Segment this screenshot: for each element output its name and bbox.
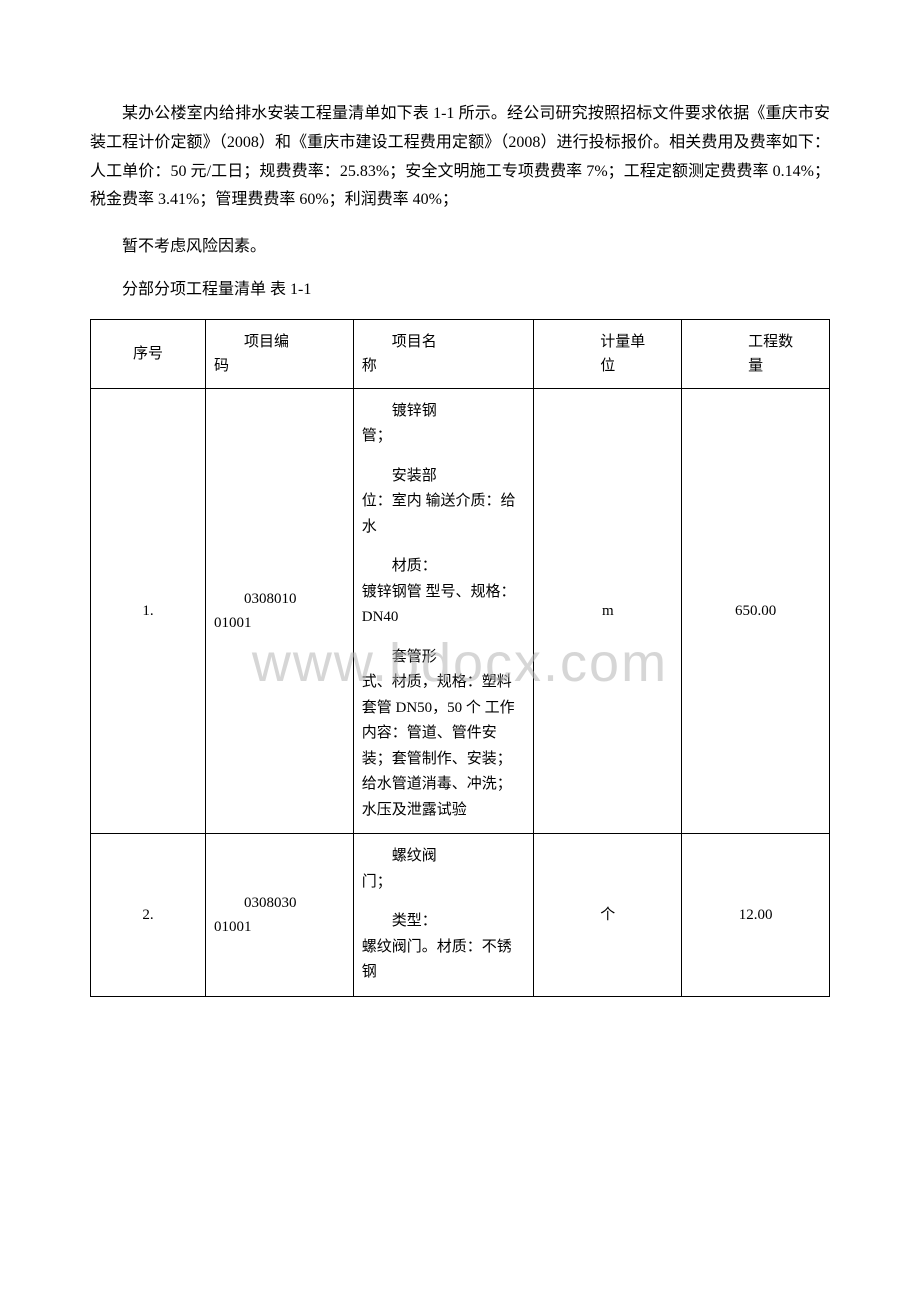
name-b3-l1: 材质： <box>392 558 437 574</box>
name-b3-l2: 镀锌钢管 型号、规格：DN40 <box>362 584 516 626</box>
cell-seq: 2. <box>91 834 206 997</box>
cell-code-l1: 0308030 <box>244 895 297 911</box>
name-b4-l2: 式、材质，规格：塑料套管 DN50，50 个 工作内容：管道、管件安装；套管制作… <box>362 674 515 818</box>
cell-code-l1: 0308010 <box>244 591 297 607</box>
cell-name: 螺纹阀 门； 类型： 螺纹阀门。材质：不锈钢 <box>353 834 534 997</box>
cell-qty: 650.00 <box>682 388 830 834</box>
name-b1-l2: 门； <box>362 874 392 890</box>
table-header-row: 序号 项目编 码 项目名 称 计量单 位 工程数 量 <box>91 319 830 388</box>
name-b2-l2: 位：室内 输送介质：给水 <box>362 493 516 535</box>
name-b2-l1: 安装部 <box>392 468 437 484</box>
intro-paragraph-1: 某办公楼室内给排水安装工程量清单如下表 1-1 所示。经公司研究按照招标文件要求… <box>90 100 830 215</box>
table-row: 1. 0308010 01001 镀锌钢 管； 安装部 位：室内 输送介质：给水… <box>91 388 830 834</box>
cell-name: 镀锌钢 管； 安装部 位：室内 输送介质：给水 材质： 镀锌钢管 型号、规格：D… <box>353 388 534 834</box>
cell-unit: 个 <box>534 834 682 997</box>
name-b2-l1: 类型： <box>392 913 437 929</box>
header-seq: 序号 <box>91 319 206 388</box>
name-b1-l1: 螺纹阀 <box>392 848 437 864</box>
header-code: 项目编 码 <box>205 319 353 388</box>
name-b1-l1: 镀锌钢 <box>392 403 437 419</box>
header-code-l1: 项目编 <box>244 334 289 350</box>
header-name-l1: 项目名 <box>392 334 437 350</box>
header-code-l2: 码 <box>214 358 229 374</box>
header-qty-l2: 量 <box>748 358 763 374</box>
cell-code: 0308030 01001 <box>205 834 353 997</box>
cell-code-l2: 01001 <box>214 615 252 631</box>
cell-qty: 12.00 <box>682 834 830 997</box>
header-unit-l2: 位 <box>600 358 615 374</box>
header-unit: 计量单 位 <box>534 319 682 388</box>
name-b1-l2: 管； <box>362 428 392 444</box>
name-b4-l1: 套管形 <box>392 649 437 665</box>
header-seq-text: 序号 <box>133 346 163 362</box>
table-row: 2. 0308030 01001 螺纹阀 门； 类型： 螺纹阀门。材质：不锈钢 … <box>91 834 830 997</box>
intro-paragraph-2: 暂不考虑风险因素。 <box>90 233 830 262</box>
header-name-l2: 称 <box>362 358 377 374</box>
bill-of-quantities-table: 序号 项目编 码 项目名 称 计量单 位 工程数 量 1. 0308010 01… <box>90 319 830 997</box>
cell-code: 0308010 01001 <box>205 388 353 834</box>
header-unit-l1: 计量单 <box>600 334 645 350</box>
cell-unit: m <box>534 388 682 834</box>
name-b2-l2: 螺纹阀门。材质：不锈钢 <box>362 939 512 981</box>
header-name: 项目名 称 <box>353 319 534 388</box>
header-qty: 工程数 量 <box>682 319 830 388</box>
table-caption: 分部分项工程量清单 表 1-1 <box>90 276 830 305</box>
cell-seq: 1. <box>91 388 206 834</box>
cell-code-l2: 01001 <box>214 919 252 935</box>
header-qty-l1: 工程数 <box>748 334 793 350</box>
